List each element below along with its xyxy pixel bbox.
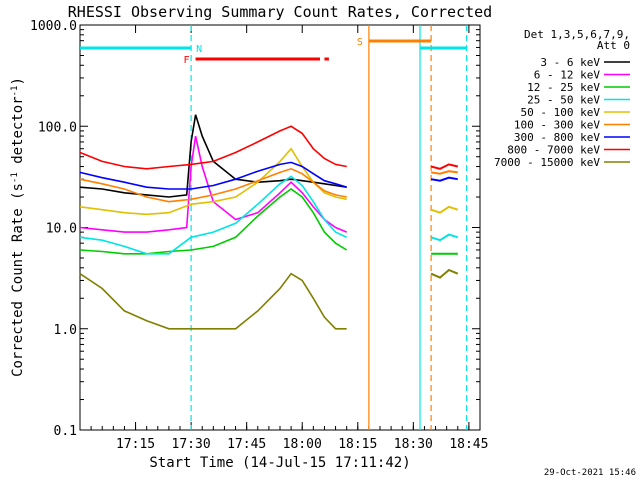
- legend-header: Det 1,3,5,6,7,9,: [524, 28, 630, 41]
- x-tick-label: 18:30: [394, 437, 433, 452]
- late-segment-line-4: [430, 233, 459, 242]
- axis-ticks: 17:15 17:30 17:45 18:00 18:15 18:30 18:45 0.1 1.…: [30, 19, 488, 452]
- x-tick-label: 18:00: [283, 437, 322, 452]
- x-tick-label: 18:15: [338, 437, 377, 452]
- y-axis-label-sup2: -1: [10, 86, 20, 97]
- footer-timestamp: 29-Oct-2021 15:46: [544, 468, 636, 478]
- y-axis-label-sup1: -1: [10, 172, 20, 183]
- late-segment-line-6: [430, 268, 459, 279]
- y-tick-label: 1.0: [54, 323, 77, 338]
- late-segment-line-2: [430, 176, 458, 182]
- series-line-5: [79, 167, 347, 203]
- state-bar-label: S: [357, 37, 363, 48]
- late-segment-line-0: [430, 163, 459, 170]
- series-lines: [79, 114, 459, 330]
- late-segment-line-1: [430, 170, 458, 175]
- legend-label: 300 - 800 keV: [514, 131, 600, 144]
- late-segment-line-3: [430, 205, 459, 214]
- y-tick-label: 0.1: [54, 424, 77, 439]
- legend-label: 25 - 50 keV: [527, 94, 600, 107]
- series-line-2: [79, 188, 348, 255]
- legend-label: 12 - 25 keV: [527, 81, 600, 94]
- x-tick-label: 17:30: [172, 437, 211, 452]
- series-line-8: [79, 272, 347, 330]
- state-bar-label: F: [184, 55, 190, 66]
- legend-label: 7000 - 15000 keV: [494, 156, 600, 169]
- series-line-6: [79, 161, 347, 190]
- legend-label: 6 - 12 keV: [534, 69, 601, 82]
- y-axis-label-prefix: Corrected Count Rate (s: [10, 183, 26, 377]
- y-axis-label: Corrected Count Rate (s-1 detector-1): [10, 77, 26, 377]
- legend-label: 3 - 6 keV: [540, 56, 600, 69]
- y-axis-label-suffix: ): [10, 77, 26, 85]
- legend-header: Att 0: [597, 39, 630, 52]
- y-tick-label: 1000.0: [30, 19, 77, 34]
- series-line-3: [79, 175, 348, 255]
- x-axis-label: Start Time (14-Jul-15 17:11:42): [149, 455, 410, 471]
- state-bars: NF S: [80, 37, 467, 66]
- y-tick-label: 100.0: [38, 120, 77, 135]
- x-tick-label: 18:45: [449, 437, 488, 452]
- chart-title: RHESSI Observing Summary Count Rates, Co…: [68, 3, 492, 21]
- series-line-1: [79, 135, 348, 233]
- legend-label: 50 - 100 keV: [521, 106, 601, 119]
- legend-label: 100 - 300 keV: [514, 119, 600, 132]
- series-line-7: [79, 125, 347, 170]
- legend-label: 800 - 7000 keV: [507, 144, 600, 157]
- state-bar-label: N: [196, 44, 202, 55]
- y-tick-label: 10.0: [46, 222, 77, 237]
- x-tick-label: 17:45: [227, 437, 266, 452]
- x-tick-label: 17:15: [116, 437, 155, 452]
- vertical-markers: [190, 25, 468, 430]
- y-axis-label-mid: detector: [10, 96, 26, 172]
